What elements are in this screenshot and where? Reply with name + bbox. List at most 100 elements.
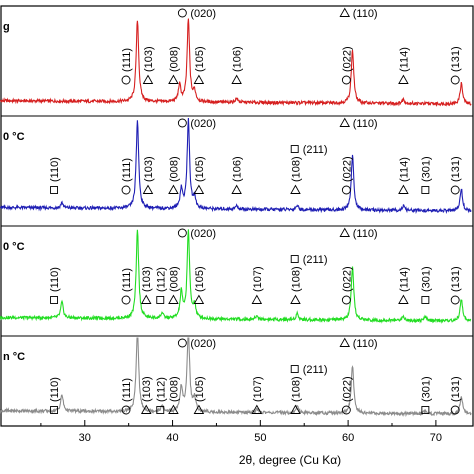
square-marker — [290, 145, 299, 153]
delta-marker — [231, 184, 242, 194]
delta-marker — [168, 74, 179, 84]
peak-label: (020) — [190, 118, 216, 130]
peak-label: (022) — [341, 156, 353, 182]
peak-label: (131) — [450, 156, 462, 182]
peak-label: (105) — [194, 376, 206, 402]
peak-label: (301) — [420, 266, 432, 292]
panel-label: n °C — [3, 351, 25, 363]
xrd-pattern-line — [0, 117, 472, 215]
delta-marker — [398, 184, 409, 194]
square-marker — [156, 296, 165, 304]
peak-label: (106) — [232, 46, 244, 72]
peak-label: (114) — [398, 47, 410, 72]
delta-marker — [193, 184, 205, 194]
circle-marker — [341, 295, 351, 305]
xrd-pattern-line — [0, 18, 472, 108]
panel-label: 0 °C — [3, 241, 25, 253]
delta-marker — [193, 294, 205, 304]
peak-label: (105) — [194, 266, 206, 292]
peak-label: (022) — [341, 376, 353, 402]
peak-label: (103) — [141, 376, 153, 402]
delta-marker — [290, 184, 301, 194]
peak-label: (020) — [190, 228, 216, 240]
peak-label: (107) — [252, 376, 264, 402]
delta-marker — [290, 404, 301, 414]
square-marker — [421, 186, 430, 194]
x-tick-label: 40 — [166, 432, 178, 444]
delta-marker — [339, 337, 351, 347]
delta-marker — [142, 184, 154, 194]
peak-label: (020) — [190, 338, 216, 350]
x-tick-label: 60 — [342, 432, 354, 444]
peak-label: (022) — [341, 266, 353, 292]
peak-label: (114) — [398, 267, 410, 292]
peak-label: (103) — [141, 266, 153, 292]
delta-marker — [140, 404, 152, 414]
square-marker — [290, 255, 299, 263]
circle-marker — [177, 338, 187, 348]
xrd-series: n °C (110) (111) (103) (112) (008) (020) (105) (… — [0, 337, 472, 418]
x-axis-label: 2θ, degree (Cu Kα) — [239, 453, 341, 467]
delta-marker — [290, 294, 301, 304]
peak-label: (211) — [303, 364, 328, 376]
peak-label: (211) — [303, 254, 328, 266]
peak-label: (111) — [121, 378, 133, 402]
peak-label: (112) — [155, 267, 167, 292]
peak-label: (020) — [190, 8, 216, 20]
peak-label: (110) — [49, 157, 61, 182]
x-tick-label: 50 — [254, 432, 266, 444]
circle-marker — [177, 8, 187, 18]
peak-label: (131) — [450, 46, 462, 72]
circle-marker — [121, 405, 131, 415]
peak-label: (111) — [121, 158, 133, 182]
xrd-series: 0 °C (110) (111) (103) (112) (008) (020) (105) (… — [0, 227, 472, 324]
peak-label: (008) — [168, 46, 180, 72]
delta-marker — [168, 404, 179, 414]
delta-marker — [339, 117, 351, 127]
peak-label: (105) — [194, 156, 206, 182]
delta-marker — [398, 74, 409, 84]
xrd-pattern-line — [0, 337, 472, 418]
peak-label: (105) — [194, 46, 206, 72]
peak-label: (111) — [121, 268, 133, 292]
peak-label: (211) — [303, 144, 328, 156]
delta-marker — [231, 74, 242, 84]
delta-marker — [339, 7, 351, 17]
delta-marker — [398, 294, 409, 304]
circle-marker — [121, 75, 131, 85]
peak-label: (131) — [450, 376, 462, 402]
delta-marker — [251, 294, 263, 304]
circle-marker — [121, 295, 131, 305]
square-marker — [156, 406, 165, 414]
peak-label: (112) — [155, 377, 167, 402]
x-tick-label: 70 — [430, 432, 442, 444]
delta-marker — [251, 404, 263, 414]
circle-marker — [450, 295, 460, 305]
peak-label: (110) — [353, 228, 378, 240]
peak-label: (106) — [232, 156, 244, 182]
peak-label: (008) — [168, 156, 180, 182]
peak-label: (107) — [252, 266, 264, 292]
delta-marker — [142, 74, 154, 84]
delta-marker — [193, 74, 205, 84]
circle-marker — [450, 75, 460, 85]
peak-label: (008) — [168, 266, 180, 292]
delta-marker — [168, 184, 179, 194]
peak-label: (022) — [341, 46, 353, 72]
square-marker — [50, 186, 59, 194]
peak-label: (108) — [290, 266, 302, 292]
peak-label: (103) — [143, 46, 155, 72]
peak-label: (110) — [353, 338, 378, 350]
circle-marker — [177, 228, 187, 238]
square-marker — [421, 296, 430, 304]
circle-marker — [341, 185, 351, 195]
plot-frame — [0, 5, 474, 427]
peak-label: (111) — [121, 48, 133, 72]
square-marker — [421, 406, 430, 414]
delta-marker — [168, 294, 179, 304]
delta-marker — [339, 227, 351, 237]
peak-label: (108) — [290, 156, 302, 182]
peak-label: (103) — [143, 156, 155, 182]
peak-label: (110) — [353, 118, 378, 130]
